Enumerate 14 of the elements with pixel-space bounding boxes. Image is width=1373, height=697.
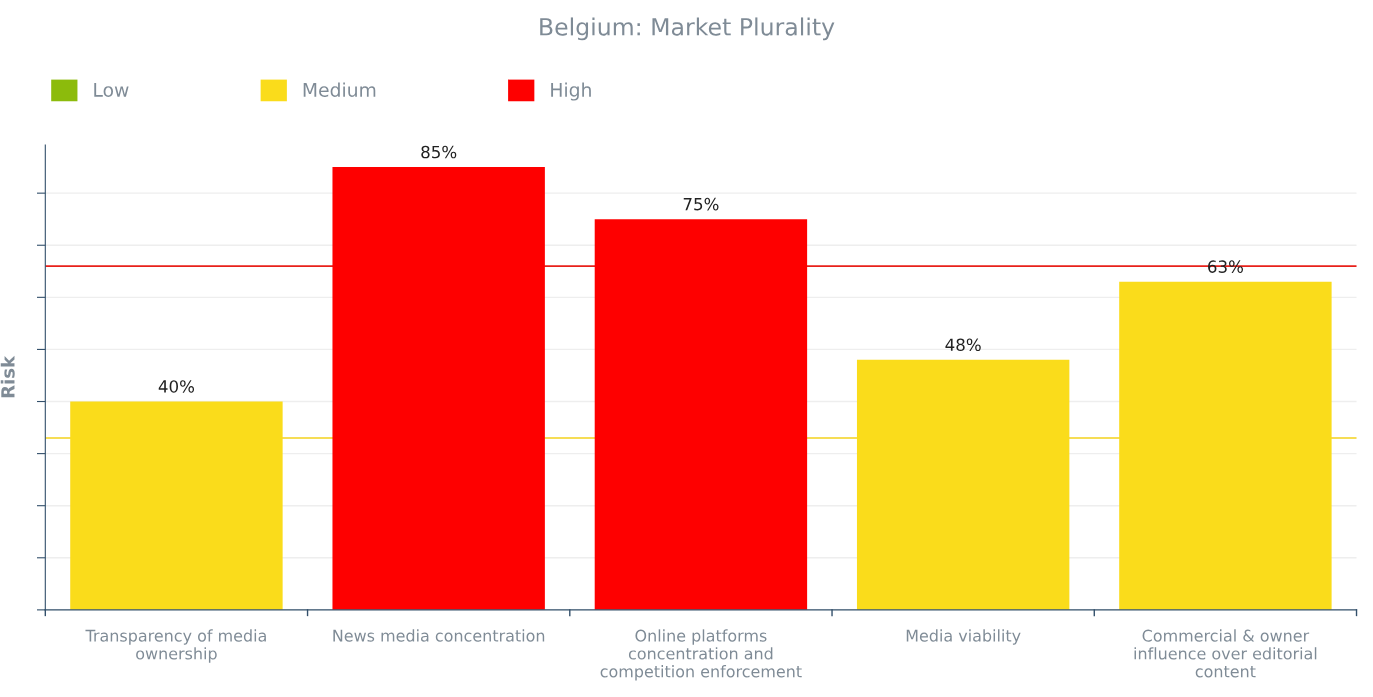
y-axis-title: Risk <box>0 355 15 398</box>
legend-label: High <box>551 82 591 101</box>
data-label: 85% <box>421 145 457 159</box>
x-tick-label: Online platforms concentration and competition enforcement <box>600 629 802 681</box>
x-tick-label: Commercial & owner influence over editorial content <box>1134 629 1317 678</box>
data-label: 75% <box>683 197 719 211</box>
chart-title: Belgium: Market Plurality <box>540 17 835 41</box>
legend-label: Low <box>94 83 129 97</box>
data-label: 40% <box>158 380 195 393</box>
x-tick-label: News media concentration <box>333 629 545 642</box>
data-label: 48% <box>945 338 981 352</box>
x-tick-label: Media viability <box>906 629 1021 645</box>
legend-label: Medium <box>303 82 376 97</box>
x-tick-label: Transparency of media ownership <box>85 629 266 663</box>
